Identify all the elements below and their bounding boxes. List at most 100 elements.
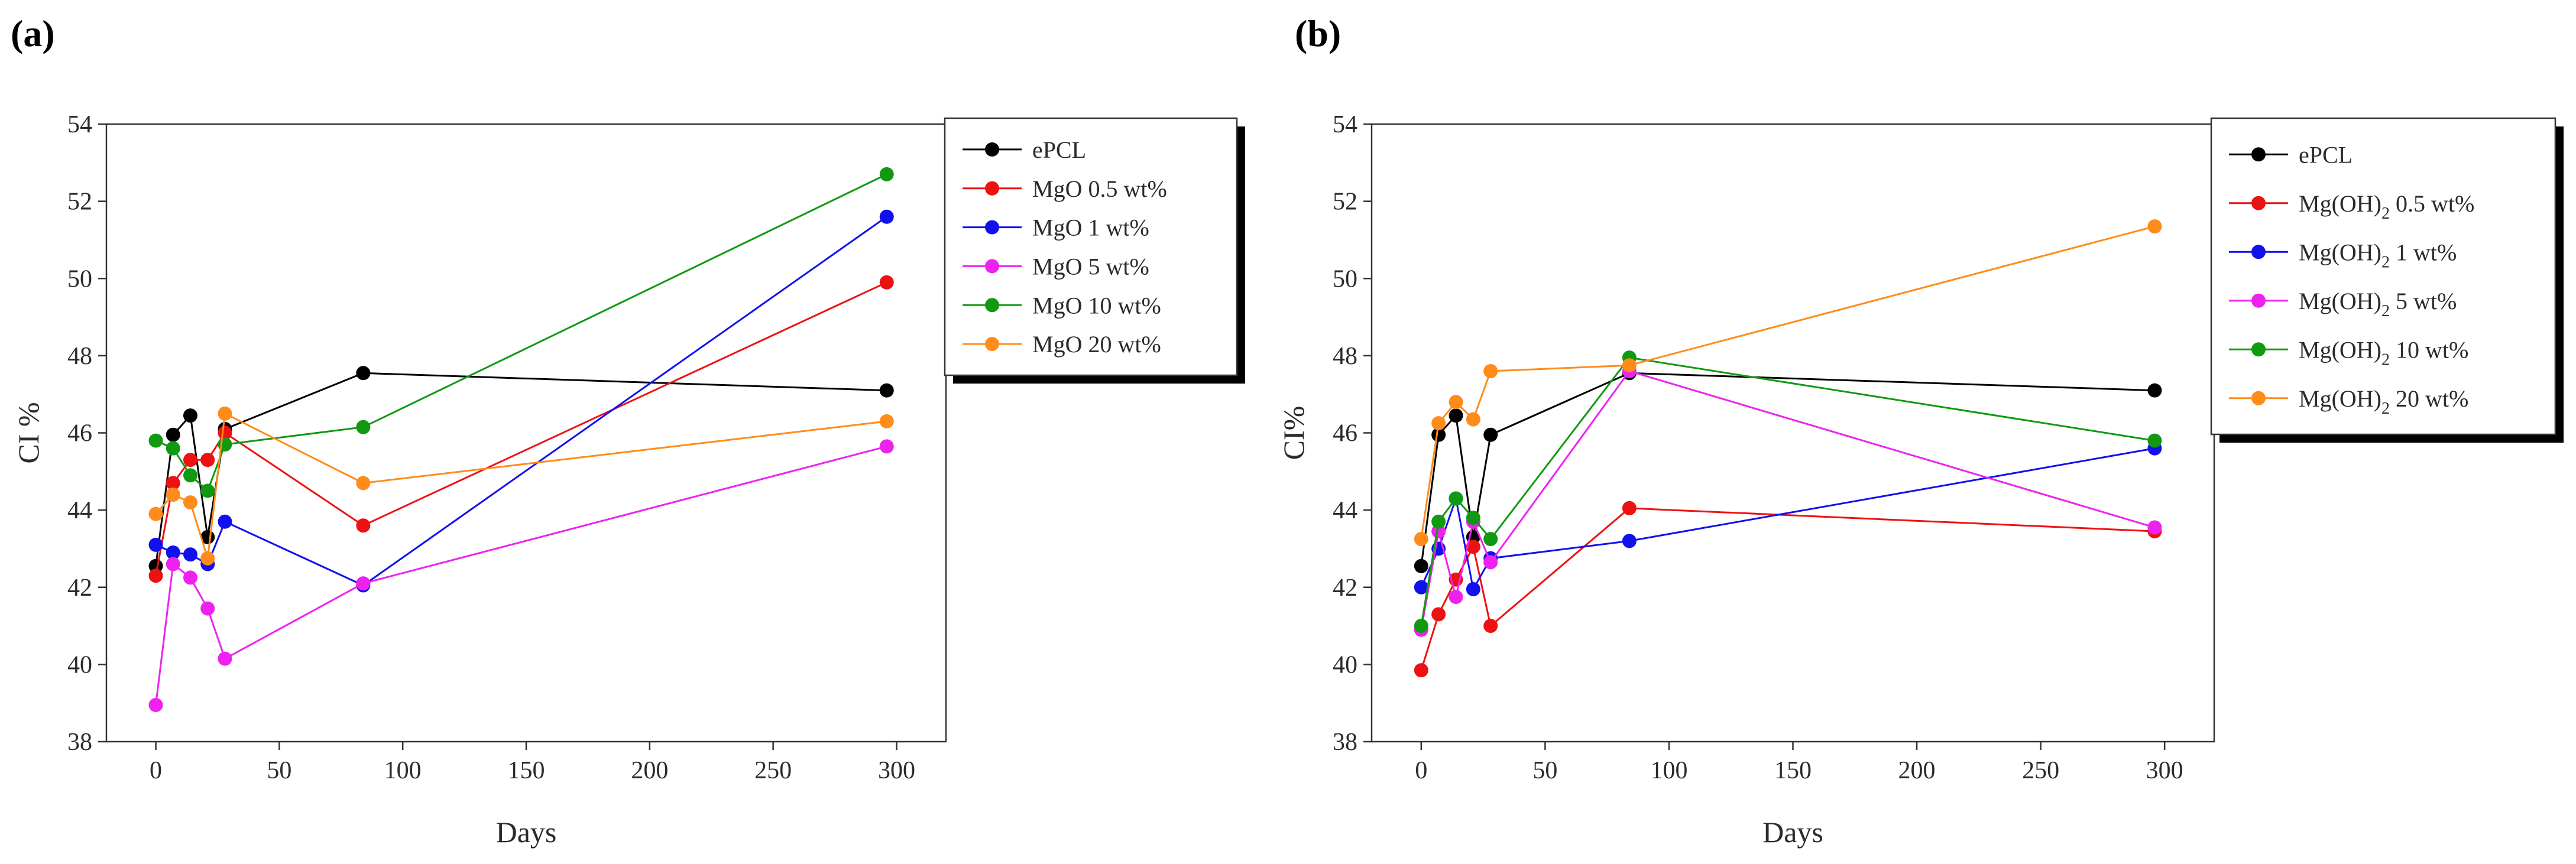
legend-label-tail: 20 wt% — [2390, 385, 2468, 412]
data-point — [1622, 501, 1637, 515]
x-tick-label: 100 — [384, 757, 422, 784]
data-point — [356, 420, 371, 434]
data-point — [200, 551, 215, 566]
legend-marker — [2251, 293, 2266, 308]
panel-label: (a) — [11, 12, 55, 54]
data-point — [166, 441, 180, 456]
legend-label-tail: 1 wt% — [2390, 239, 2457, 265]
data-point — [2147, 219, 2162, 234]
data-point — [1431, 416, 1446, 431]
y-tick-label: 44 — [1333, 497, 1357, 524]
legend-label-base: Mg(OH) — [2299, 288, 2381, 314]
data-point — [1483, 619, 1498, 634]
data-point — [148, 433, 163, 448]
legend-label-base: ePCL — [1032, 137, 1086, 163]
y-tick-label: 46 — [1333, 420, 1357, 447]
legend-marker — [2251, 245, 2266, 259]
data-point — [356, 576, 371, 591]
legend-label-tail: 10 wt% — [2390, 336, 2468, 363]
legend-label-tail: 0.5 wt% — [2390, 190, 2474, 217]
data-point — [2147, 433, 2162, 448]
y-tick-label: 40 — [67, 651, 92, 678]
legend-label: MgO 10 wt% — [1032, 292, 1161, 319]
x-tick-label: 100 — [1650, 757, 1687, 784]
data-point — [183, 408, 197, 423]
legend-box — [2210, 117, 2556, 436]
data-point — [879, 414, 894, 428]
series-line — [1420, 447, 2155, 592]
data-point — [166, 488, 180, 502]
legend-marker — [2251, 391, 2266, 405]
plot-frame — [1370, 123, 2215, 743]
legend-label: Mg(OH)2 10 wt% — [2299, 336, 2468, 369]
data-point — [1483, 364, 1498, 378]
data-point — [1431, 514, 1446, 529]
series-5 — [148, 406, 894, 566]
legend-marker — [985, 337, 999, 352]
legend-label-subscript: 2 — [2381, 350, 2390, 369]
legend-label-base: MgO 20 wt% — [1032, 331, 1161, 358]
legend-label-tail: 5 wt% — [2390, 288, 2457, 314]
legend-label-base: Mg(OH) — [2299, 336, 2381, 363]
y-tick-label: 38 — [1333, 729, 1357, 756]
y-tick-label: 44 — [67, 497, 92, 524]
data-point — [356, 518, 371, 533]
legend-label-base: Mg(OH) — [2299, 239, 2381, 265]
legend-marker — [2251, 147, 2266, 162]
legend-label-base: MgO 5 wt% — [1032, 253, 1149, 280]
y-tick-label: 48 — [1333, 343, 1357, 370]
y-tick-label: 54 — [1333, 111, 1357, 138]
legend-label: Mg(OH)2 20 wt% — [2299, 385, 2468, 418]
legend-marker — [985, 142, 999, 157]
data-point — [218, 651, 232, 666]
data-point — [218, 514, 232, 529]
panel-label: (b) — [1295, 12, 1341, 54]
plot-frame — [105, 123, 947, 743]
legend-label: Mg(OH)2 1 wt% — [2299, 239, 2457, 271]
legend-label: Mg(OH)2 0.5 wt% — [2299, 190, 2474, 223]
data-point — [879, 167, 894, 181]
legend-label-base: MgO 10 wt% — [1032, 292, 1161, 319]
data-point — [1449, 491, 1463, 506]
data-point — [1483, 532, 1498, 547]
legend-marker — [2251, 196, 2266, 210]
y-tick-label: 48 — [67, 343, 92, 370]
data-point — [356, 476, 371, 491]
data-point — [183, 453, 197, 467]
legend-label: ePCL — [1032, 137, 1086, 163]
data-point — [1449, 395, 1463, 410]
x-tick-label: 200 — [1898, 757, 1936, 784]
data-point — [1483, 555, 1498, 570]
data-point — [2147, 520, 2162, 535]
x-tick-label: 50 — [267, 757, 291, 784]
chart-panel-a: (a) 0 50 100 150 200 250 300 38 40 42 44 46 48 50 52 54 D… — [11, 12, 1245, 849]
legend-label-subscript: 2 — [2381, 253, 2390, 271]
data-point — [1414, 532, 1428, 547]
x-tick-label: 250 — [2022, 757, 2059, 784]
x-tick-label: 250 — [754, 757, 792, 784]
legend-label: MgO 5 wt% — [1032, 253, 1149, 280]
data-point — [148, 697, 163, 712]
data-point — [1622, 358, 1637, 373]
data-point — [200, 453, 215, 467]
legend-label-subscript: 2 — [2381, 302, 2390, 320]
series-4 — [148, 167, 894, 498]
data-point — [1466, 511, 1480, 525]
data-point — [1466, 582, 1480, 597]
series-2 — [148, 209, 894, 593]
chart-panel-b: (b) 0 50 100 150 200 250 300 38 40 42 44 46 48 50 52 54 D… — [1277, 12, 2564, 849]
y-tick-label: 46 — [67, 420, 92, 447]
x-tick-label: 300 — [878, 757, 915, 784]
data-point — [1466, 412, 1480, 427]
data-point — [879, 383, 894, 398]
y-axis-label: CI % — [12, 402, 45, 463]
legend-label-base: Mg(OH) — [2299, 385, 2381, 412]
series-line — [155, 412, 887, 559]
y-tick-label: 52 — [67, 189, 92, 216]
data-point — [166, 545, 180, 560]
legend-label: MgO 1 wt% — [1032, 215, 1149, 241]
series-2 — [1414, 441, 2162, 597]
series-5 — [1414, 219, 2162, 547]
legend-marker — [985, 220, 999, 235]
